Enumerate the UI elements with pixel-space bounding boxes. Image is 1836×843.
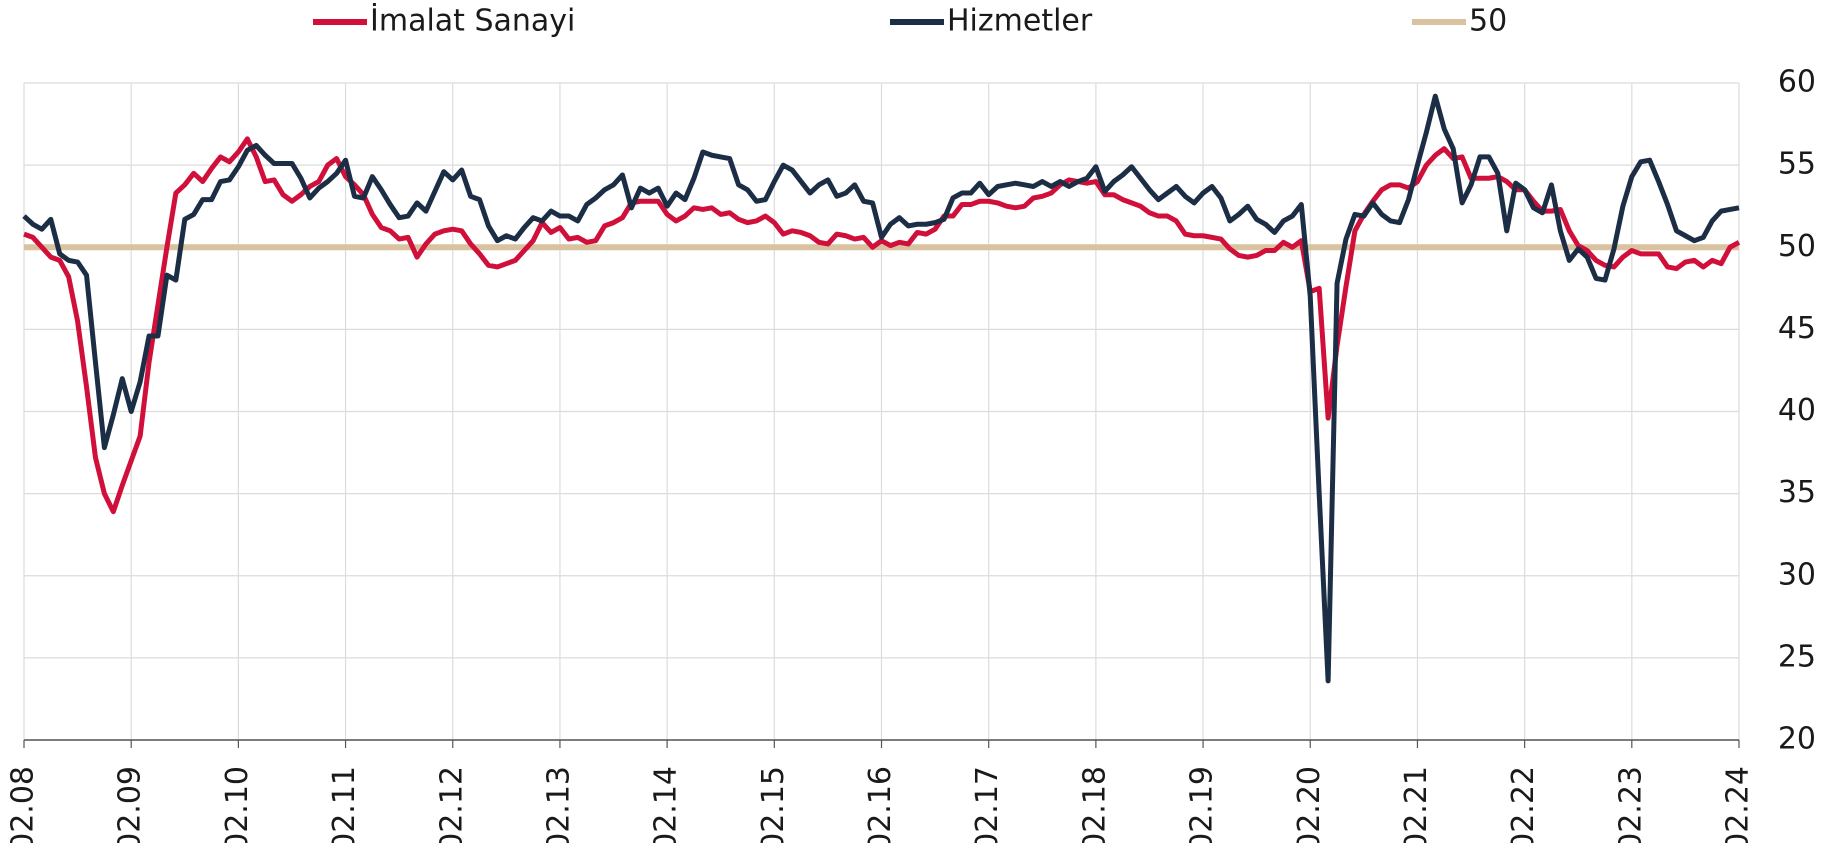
y-tick-label: 20 [1778, 722, 1816, 757]
x-tick-label: 02.20 [1292, 766, 1327, 843]
series-line [22, 93, 1740, 684]
x-tick-label: 02.12 [434, 766, 469, 843]
x-tick-label: 02.10 [220, 766, 255, 843]
y-tick-label: 30 [1778, 557, 1816, 592]
x-tick-label: 02.08 [6, 766, 41, 843]
x-tick-label: 02.13 [541, 766, 576, 843]
y-tick-label: 25 [1778, 639, 1816, 674]
x-tick-label: 02.15 [756, 766, 791, 843]
x-tick-label: 02.23 [1613, 766, 1648, 843]
x-tick-label: 02.11 [327, 766, 362, 843]
x-tick-label: 02.22 [1506, 766, 1541, 843]
y-tick-label: 50 [1778, 229, 1816, 264]
y-tick-label: 45 [1778, 311, 1816, 346]
x-tick-label: 02.09 [113, 766, 148, 843]
y-tick-label: 40 [1778, 393, 1816, 428]
y-tick-label: 60 [1778, 65, 1816, 100]
x-tick-label: 02.24 [1721, 766, 1756, 843]
legend-label: 50 [1469, 4, 1507, 39]
legend-label: İmalat Sanayi [370, 3, 575, 39]
x-tick-label: 02.19 [1185, 766, 1220, 843]
x-tick-label: 02.18 [1077, 766, 1112, 843]
x-tick-label: 02.21 [1399, 766, 1434, 843]
y-tick-label: 35 [1778, 475, 1816, 510]
legend-label: Hizmetler [947, 4, 1093, 39]
y-tick-label: 55 [1778, 147, 1816, 182]
x-tick-label: 02.14 [649, 766, 684, 843]
x-tick-label: 02.16 [863, 766, 898, 843]
x-tick-label: 02.17 [970, 766, 1005, 843]
